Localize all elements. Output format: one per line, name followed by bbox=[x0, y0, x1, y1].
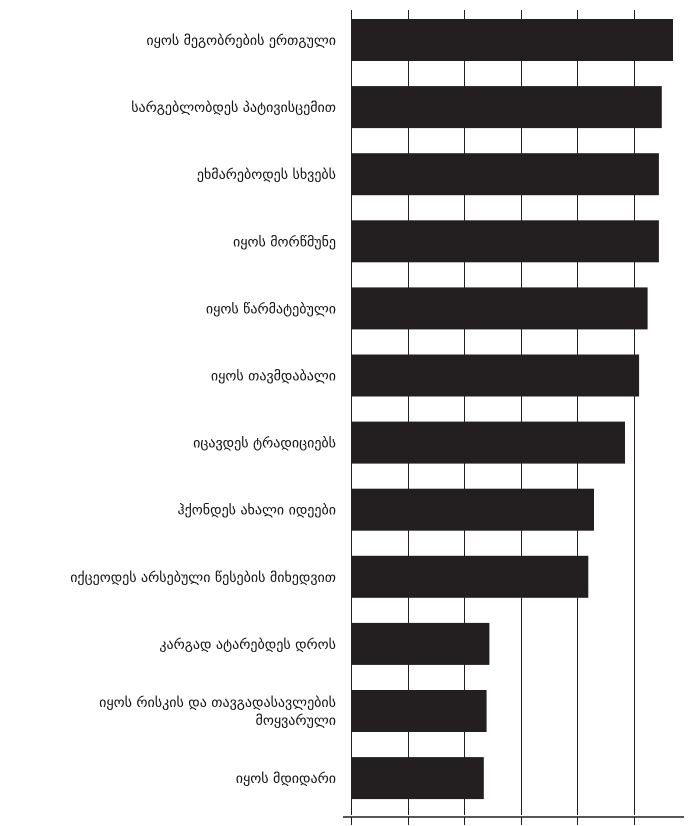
grid-lines bbox=[351, 10, 635, 815]
bar-9 bbox=[351, 622, 490, 665]
category-label-8: იქცეოდეს არსებული წესების მიხედვით bbox=[70, 569, 336, 586]
bar-7 bbox=[351, 488, 594, 531]
bar-8 bbox=[351, 555, 589, 598]
category-label-5: იყოს თავმდაბალი bbox=[211, 369, 336, 385]
category-label-6: იცავდეს ტრადიციებს bbox=[193, 435, 336, 452]
category-label-4: იყოს წარმატებული bbox=[206, 300, 336, 317]
bar-10 bbox=[351, 690, 487, 732]
bars bbox=[351, 19, 673, 800]
bar-11 bbox=[351, 757, 484, 800]
x-axis bbox=[343, 816, 684, 825]
category-label-7: ჰქონდეს ახალი იდეები bbox=[178, 503, 336, 519]
category-label-10: იყოს რისკის და თავგადასავლების მოყვარული bbox=[99, 694, 336, 729]
category-label-9: კარგად ატარებდეს დროს bbox=[159, 636, 336, 653]
bar-0 bbox=[351, 19, 673, 61]
category-label-0: იყოს მეგობრების ერთგული bbox=[146, 32, 336, 49]
category-label-3: იყოს მორწმუნე bbox=[233, 233, 336, 250]
category-label-2: ეხმარებოდეს სხვებს bbox=[197, 166, 336, 183]
bar-5 bbox=[351, 354, 640, 397]
bar-1 bbox=[351, 86, 662, 129]
category-labels: იყოს მეგობრების ერთგული სარგებლობდეს პატი… bbox=[70, 32, 336, 787]
bar-4 bbox=[351, 287, 648, 330]
bar-6 bbox=[351, 421, 625, 464]
category-label-11: იყოს მდიდარი bbox=[236, 770, 336, 787]
category-label-1: სარგებლობდეს პატივისცემით bbox=[131, 99, 336, 116]
bar-2 bbox=[351, 153, 659, 196]
bar-3 bbox=[351, 220, 659, 263]
